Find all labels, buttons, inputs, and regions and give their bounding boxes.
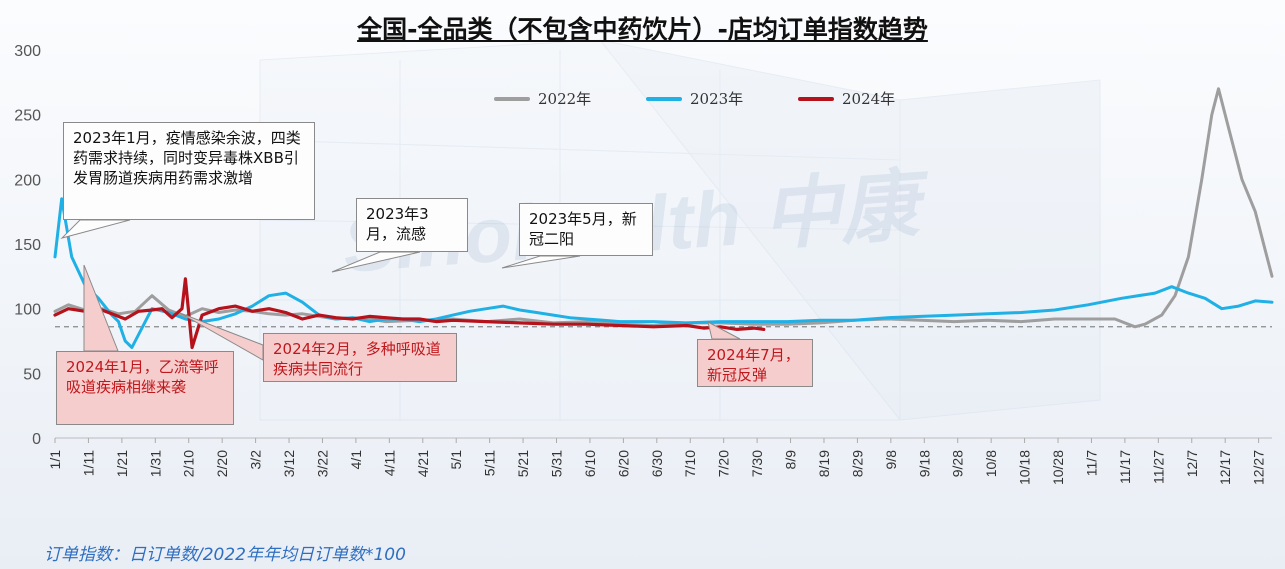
callout-pointers xyxy=(60,219,741,361)
x-tick-label: 3/12 xyxy=(281,450,297,477)
y-tick-label: 250 xyxy=(14,108,41,125)
pointer-2023-jan xyxy=(60,219,131,239)
x-tick-label: 9/28 xyxy=(950,450,966,477)
y-tick-label: 100 xyxy=(14,302,41,319)
legend-label-2022: 2022年 xyxy=(538,90,592,108)
footnote: 订单指数：日订单数/2022年年均日订单数*100 xyxy=(44,545,406,565)
callout-2024-jul: 2024年7月，新冠反弹 xyxy=(697,339,813,387)
x-tick-label: 5/31 xyxy=(549,450,565,477)
y-axis-ticks: 0 50 100 150 200 250 300 xyxy=(14,43,41,448)
x-tick-label: 2/20 xyxy=(214,450,230,477)
x-tick-label: 1/11 xyxy=(80,450,96,476)
callout-2023-mar: 2023年3月，流感 xyxy=(356,198,468,252)
x-tick-label: 1/21 xyxy=(114,450,130,477)
x-tick-label: 9/18 xyxy=(916,450,932,477)
callout-2024-feb: 2024年2月，多种呼吸道疾病共同流行 xyxy=(263,333,457,382)
x-tick-label: 6/30 xyxy=(649,450,665,477)
y-tick-label: 150 xyxy=(14,237,41,254)
y-tick-label: 0 xyxy=(32,431,41,448)
y-tick-label: 200 xyxy=(14,172,41,189)
callout-2023-may: 2023年5月，新冠二阳 xyxy=(519,203,653,256)
callout-2024-jan: 2024年1月，乙流等呼吸道疾病相继来袭 xyxy=(56,351,234,425)
x-tick-label: 12/17 xyxy=(1217,450,1233,485)
x-tick-label: 7/30 xyxy=(749,450,765,477)
x-tick-label: 4/11 xyxy=(381,450,397,476)
x-tick-label: 9/8 xyxy=(883,450,899,470)
x-axis-ticks: 1/1 1/11 1/21 1/31 2/10 2/20 3/2 3/12 3/22 4/1 4/1… xyxy=(47,438,1267,485)
legend-label-2024: 2024年 xyxy=(842,90,896,108)
y-tick-label: 50 xyxy=(23,366,41,383)
x-tick-label: 6/10 xyxy=(582,450,598,477)
x-tick-label: 8/29 xyxy=(849,450,865,477)
x-tick-label: 6/20 xyxy=(615,450,631,477)
x-tick-label: 8/19 xyxy=(816,450,832,477)
legend-swatch-2022 xyxy=(494,97,530,101)
legend-swatch-2024 xyxy=(798,97,834,101)
x-tick-label: 12/27 xyxy=(1251,450,1267,485)
x-tick-label: 11/27 xyxy=(1150,450,1166,484)
pointer-2023-may xyxy=(501,255,581,269)
legend-label-2023: 2023年 xyxy=(690,90,744,108)
series-line-2024 xyxy=(53,277,766,350)
x-tick-label: 4/21 xyxy=(415,450,431,477)
y-tick-label: 300 xyxy=(14,43,41,60)
series-lines xyxy=(53,87,1274,350)
x-tick-label: 11/17 xyxy=(1117,450,1133,484)
x-tick-label: 10/28 xyxy=(1050,450,1066,485)
x-tick-label: 12/7 xyxy=(1184,450,1200,477)
x-tick-label: 1/1 xyxy=(47,450,63,470)
pointer-2023-mar xyxy=(331,251,421,273)
series-line-2023 xyxy=(53,197,1274,349)
x-tick-label: 3/2 xyxy=(248,450,264,470)
x-tick-label: 3/22 xyxy=(314,450,330,477)
legend-swatch-2023 xyxy=(646,97,682,101)
x-tick-label: 5/1 xyxy=(448,450,464,470)
x-tick-label: 1/31 xyxy=(147,450,163,477)
callout-2023-jan: 2023年1月，疫情感染余波，四类药需求持续，同时变异毒株XBB引发胃肠道疾病用… xyxy=(63,122,315,220)
x-tick-label: 2/10 xyxy=(181,450,197,477)
x-tick-label: 7/10 xyxy=(682,450,698,477)
x-tick-label: 5/21 xyxy=(515,450,531,477)
x-tick-label: 11/7 xyxy=(1083,450,1099,476)
pointer-2024-jan xyxy=(83,264,119,352)
x-tick-label: 4/1 xyxy=(348,450,364,470)
x-tick-label: 10/8 xyxy=(983,450,999,477)
x-tick-label: 10/18 xyxy=(1017,450,1033,485)
x-tick-label: 5/11 xyxy=(482,450,498,476)
x-tick-label: 7/20 xyxy=(716,450,732,477)
chart-title: 全国-全品类（不包含中药饮片）-店均订单指数趋势 xyxy=(357,15,928,44)
x-tick-label: 8/9 xyxy=(783,450,799,470)
